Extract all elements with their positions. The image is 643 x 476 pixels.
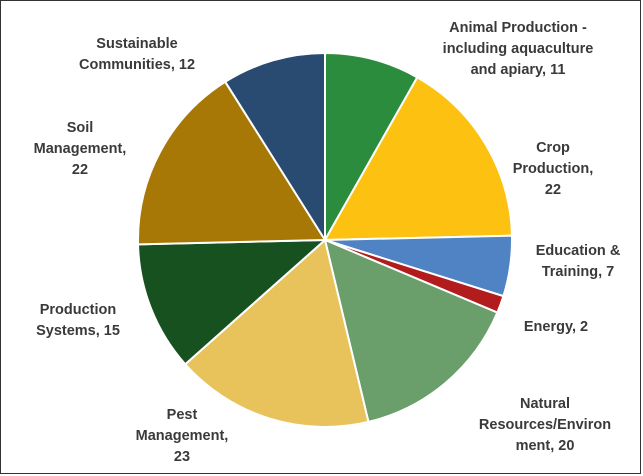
data-label-line: and apiary, 11 [471,62,566,78]
data-label-line: Crop [536,140,570,156]
data-label-production-systems: Production Systems, 15 [36,302,120,339]
data-label-line: Natural [520,396,570,412]
data-label-line: Pest [167,407,198,423]
data-label-line: Energy, 2 [524,319,588,335]
data-label-line: Resources/Environ [479,417,611,433]
data-label-line: Systems, 15 [36,323,120,339]
data-label-line: Sustainable [96,36,177,52]
data-label-natural-resources-environment: Natural Resources/Environ ment, 20 [479,396,611,454]
data-label-energy: Energy, 2 [524,319,588,335]
data-label-pest-management: Pest Management, 23 [136,407,229,465]
data-label-line: Management, [34,141,127,157]
data-labels: Animal Production - including aquaculture… [34,20,621,465]
pie-slices [137,52,513,428]
data-label-line: Management, [136,428,229,444]
data-label-crop-production: Crop Production, 22 [513,140,594,198]
data-label-line: Production, [513,161,594,177]
data-label-line: Animal Production - [449,20,587,36]
data-label-animal-production-including-aquaculture-and-apiary: Animal Production - including aquaculture… [443,20,594,78]
data-label-line: Training, 7 [542,264,615,280]
data-label-line: Soil [67,120,94,136]
pie-slice-production-systems [137,239,326,366]
pie-slice-animal-production-including-aquaculture-and-apiary [324,52,419,241]
pie-slice-sustainable-communities [224,52,326,241]
pie-slice-crop-production [324,76,513,241]
data-label-line: Production [40,302,117,318]
pie-slice-soil-management [137,80,326,246]
pie-slice-natural-resources-environment [324,239,499,423]
data-label-line: 23 [174,449,190,465]
data-label-soil-management: Soil Management, 22 [34,120,127,178]
data-label-line: Education & [536,243,621,259]
pie-slice-pest-management [184,239,370,428]
data-label-sustainable-communities: Sustainable Communities, 12 [79,36,195,73]
data-label-line: 22 [72,162,88,178]
data-label-line: including aquaculture [443,41,594,57]
data-label-line: Communities, 12 [79,57,195,73]
data-label-education-training: Education & Training, 7 [536,243,621,280]
data-label-line: ment, 20 [516,438,575,454]
data-label-line: 22 [545,182,561,198]
